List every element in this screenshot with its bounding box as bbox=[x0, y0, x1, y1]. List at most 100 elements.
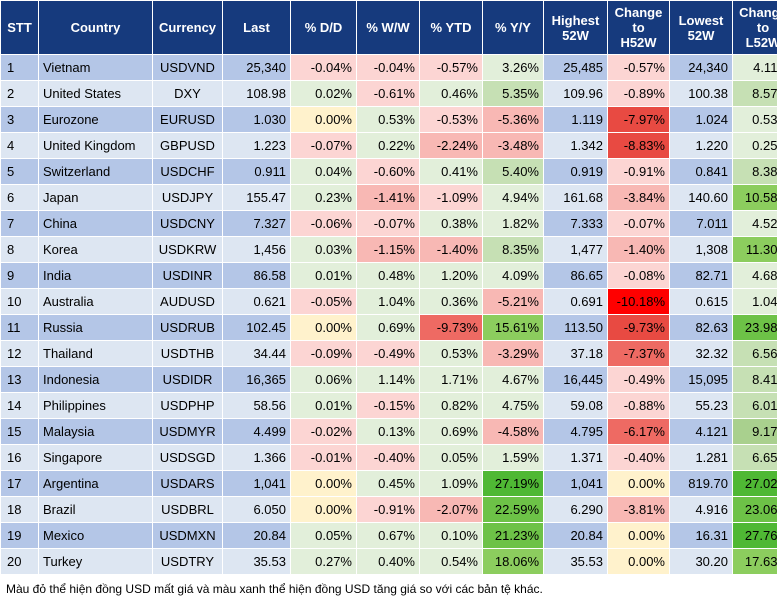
cell-ytd: 0.54% bbox=[420, 549, 482, 574]
cell-lowest-52w: 24,340 bbox=[670, 55, 732, 80]
cell-currency: USDINR bbox=[153, 263, 222, 288]
table-row[interactable]: 8 Korea USDKRW 1,456 0.03% -1.15% -1.40% 8.35% 1… bbox=[1, 237, 777, 262]
cell-highest-52w: 20.84 bbox=[544, 523, 607, 548]
cell-change-h52w: -0.07% bbox=[608, 211, 669, 236]
cell-ww: 0.69% bbox=[357, 315, 419, 340]
header-change-to-l52w[interactable]: ChangetoL52W bbox=[733, 1, 777, 54]
cell-country: Japan bbox=[39, 185, 152, 210]
cell-country: Korea bbox=[39, 237, 152, 262]
table-row[interactable]: 11 Russia USDRUB 102.45 0.00% 0.69% -9.73% 15.6… bbox=[1, 315, 777, 340]
cell-ytd: 0.41% bbox=[420, 159, 482, 184]
cell-lowest-52w: 82.71 bbox=[670, 263, 732, 288]
header-change-to-h52w[interactable]: Change to H52W bbox=[608, 1, 669, 54]
cell-stt: 18 bbox=[1, 497, 38, 522]
table-row[interactable]: 9 India USDINR 86.58 0.01% 0.48% 1.20% 4.09% 86.… bbox=[1, 263, 777, 288]
table-row[interactable]: 19 Mexico USDMXN 20.84 0.05% 0.67% 0.10% 21.23%… bbox=[1, 523, 777, 548]
table-row[interactable]: 15 Malaysia USDMYR 4.499 -0.02% 0.13% 0.69% -4.… bbox=[1, 419, 777, 444]
cell-currency: USDCNY bbox=[153, 211, 222, 236]
cell-yy: -3.48% bbox=[483, 133, 543, 158]
cell-ytd: -2.07% bbox=[420, 497, 482, 522]
cell-currency: USDKRW bbox=[153, 237, 222, 262]
table-row[interactable]: 18 Brazil USDBRL 6.050 0.00% -0.91% -2.07% 22.5… bbox=[1, 497, 777, 522]
currency-table: STT Country Currency Last % D/D % W/W % … bbox=[0, 0, 777, 575]
cell-country: Brazil bbox=[39, 497, 152, 522]
cell-country: Argentina bbox=[39, 471, 152, 496]
header-highest-52w[interactable]: Highest 52W bbox=[544, 1, 607, 54]
cell-change-l52w: 0.25% bbox=[733, 133, 777, 158]
header-ww[interactable]: % W/W bbox=[357, 1, 419, 54]
table-row[interactable]: 17 Argentina USDARS 1,041 0.00% 0.45% 1.09% 27.… bbox=[1, 471, 777, 496]
table-row[interactable]: 7 China USDCNY 7.327 -0.06% -0.07% 0.38% 1.82% 7… bbox=[1, 211, 777, 236]
cell-last: 16,365 bbox=[223, 367, 290, 392]
cell-yy: 4.94% bbox=[483, 185, 543, 210]
cell-change-h52w: -10.18% bbox=[608, 289, 669, 314]
cell-currency: USDCHF bbox=[153, 159, 222, 184]
table-row[interactable]: 12 Thailand USDTHB 34.44 -0.09% -0.49% 0.53% -3… bbox=[1, 341, 777, 366]
cell-stt: 19 bbox=[1, 523, 38, 548]
cell-last: 0.621 bbox=[223, 289, 290, 314]
table-row[interactable]: 13 Indonesia USDIDR 16,365 0.06% 1.14% 1.71% 4.… bbox=[1, 367, 777, 392]
cell-currency: USDSGD bbox=[153, 445, 222, 470]
table-row[interactable]: 10 Australia AUDUSD 0.621 -0.05% 1.04% 0.36% -5… bbox=[1, 289, 777, 314]
table-row[interactable]: 2 United States DXY 108.98 0.02% -0.61% 0.46% 5… bbox=[1, 81, 777, 106]
header-currency[interactable]: Currency bbox=[153, 1, 222, 54]
cell-stt: 11 bbox=[1, 315, 38, 340]
table-row[interactable]: 5 Switzerland USDCHF 0.911 0.04% -0.60% 0.41% 5… bbox=[1, 159, 777, 184]
cell-dd: 0.00% bbox=[291, 315, 356, 340]
table-row[interactable]: 4 United Kingdom GBPUSD 1.223 -0.07% 0.22% -2.… bbox=[1, 133, 777, 158]
cell-yy: 18.06% bbox=[483, 549, 543, 574]
cell-ytd: 0.38% bbox=[420, 211, 482, 236]
cell-yy: 1.59% bbox=[483, 445, 543, 470]
header-ytd[interactable]: % YTD bbox=[420, 1, 482, 54]
cell-change-l52w: 17.63% bbox=[733, 549, 777, 574]
cell-dd: -0.04% bbox=[291, 55, 356, 80]
cell-dd: -0.06% bbox=[291, 211, 356, 236]
cell-yy: -5.36% bbox=[483, 107, 543, 132]
header-stt[interactable]: STT bbox=[1, 1, 38, 54]
cell-dd: -0.07% bbox=[291, 133, 356, 158]
cell-lowest-52w: 4.121 bbox=[670, 419, 732, 444]
cell-country: United Kingdom bbox=[39, 133, 152, 158]
cell-change-h52w: -6.17% bbox=[608, 419, 669, 444]
cell-country: Turkey bbox=[39, 549, 152, 574]
cell-dd: 0.03% bbox=[291, 237, 356, 262]
cell-currency: USDVND bbox=[153, 55, 222, 80]
cell-last: 1,456 bbox=[223, 237, 290, 262]
cell-highest-52w: 25,485 bbox=[544, 55, 607, 80]
header-yy[interactable]: % Y/Y bbox=[483, 1, 543, 54]
cell-change-h52w: -0.88% bbox=[608, 393, 669, 418]
cell-last: 34.44 bbox=[223, 341, 290, 366]
cell-dd: 0.00% bbox=[291, 107, 356, 132]
cell-currency: USDJPY bbox=[153, 185, 222, 210]
cell-country: Australia bbox=[39, 289, 152, 314]
cell-change-h52w: -0.57% bbox=[608, 55, 669, 80]
header-last[interactable]: Last bbox=[223, 1, 290, 54]
cell-yy: -4.58% bbox=[483, 419, 543, 444]
cell-last: 6.050 bbox=[223, 497, 290, 522]
cell-country: Russia bbox=[39, 315, 152, 340]
table-row[interactable]: 3 Eurozone EURUSD 1.030 0.00% 0.53% -0.53% -5.3… bbox=[1, 107, 777, 132]
table-row[interactable]: 6 Japan USDJPY 155.47 0.23% -1.41% -1.09% 4.94%… bbox=[1, 185, 777, 210]
cell-change-l52w: 23.98% bbox=[733, 315, 777, 340]
cell-ytd: -0.53% bbox=[420, 107, 482, 132]
table-row[interactable]: 14 Philippines USDPHP 58.56 0.01% -0.15% 0.82%… bbox=[1, 393, 777, 418]
cell-change-l52w: 1.04% bbox=[733, 289, 777, 314]
cell-ww: 1.14% bbox=[357, 367, 419, 392]
cell-highest-52w: 109.96 bbox=[544, 81, 607, 106]
cell-change-h52w: -0.49% bbox=[608, 367, 669, 392]
cell-country: Thailand bbox=[39, 341, 152, 366]
cell-yy: 22.59% bbox=[483, 497, 543, 522]
cell-dd: -0.09% bbox=[291, 341, 356, 366]
table-row[interactable]: 1 Vietnam USDVND 25,340 -0.04% -0.04% -0.57% 3.… bbox=[1, 55, 777, 80]
header-lowest-52w[interactable]: Lowest 52W bbox=[670, 1, 732, 54]
table-row[interactable]: 20 Turkey USDTRY 35.53 0.27% 0.40% 0.54% 18.06%… bbox=[1, 549, 777, 574]
cell-ww: 0.48% bbox=[357, 263, 419, 288]
header-country[interactable]: Country bbox=[39, 1, 152, 54]
table-row[interactable]: 16 Singapore USDSGD 1.366 -0.01% -0.40% 0.05% 1… bbox=[1, 445, 777, 470]
cell-last: 58.56 bbox=[223, 393, 290, 418]
cell-lowest-52w: 16.31 bbox=[670, 523, 732, 548]
header-dd[interactable]: % D/D bbox=[291, 1, 356, 54]
cell-stt: 8 bbox=[1, 237, 38, 262]
cell-lowest-52w: 15,095 bbox=[670, 367, 732, 392]
